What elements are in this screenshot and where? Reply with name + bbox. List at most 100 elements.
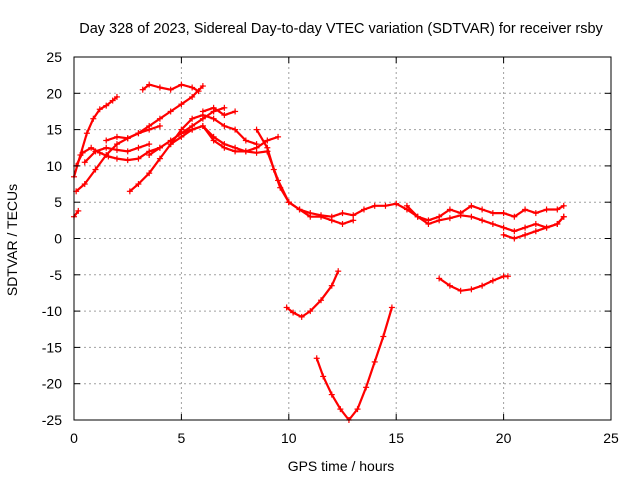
data-point	[92, 166, 99, 173]
data-series-s12	[199, 104, 239, 119]
data-point	[156, 155, 163, 162]
series-line	[405, 204, 565, 233]
data-point	[560, 213, 567, 220]
data-point	[363, 384, 370, 391]
data-point	[436, 217, 443, 224]
data-point	[313, 355, 320, 362]
data-point	[318, 297, 325, 304]
data-point	[178, 81, 185, 88]
data-point	[468, 286, 475, 293]
data-point	[457, 212, 464, 219]
data-point	[113, 133, 120, 140]
data-point	[479, 282, 486, 289]
series-line	[201, 106, 237, 117]
y-tick-label: -20	[42, 376, 62, 392]
y-tick-label: 5	[54, 194, 62, 210]
data-point	[199, 115, 206, 122]
data-point	[328, 282, 335, 289]
data-point	[146, 170, 153, 177]
x-axis-label: GPS time / hours	[288, 458, 395, 474]
data-point	[139, 86, 146, 93]
data-point	[504, 273, 511, 280]
data-series-s17	[283, 268, 342, 320]
data-point	[113, 155, 120, 162]
data-point	[88, 144, 95, 151]
data-point	[79, 149, 86, 156]
y-tick-label: -10	[42, 303, 62, 319]
data-point	[522, 224, 529, 231]
data-point	[126, 188, 133, 195]
data-series-s7	[139, 81, 202, 95]
x-tick-label: 10	[281, 430, 297, 446]
data-point	[83, 130, 90, 137]
data-point	[210, 137, 217, 144]
data-point	[290, 309, 297, 316]
data-point	[489, 220, 496, 227]
data-point	[275, 177, 282, 184]
data-point	[489, 277, 496, 284]
y-tick-label: -5	[50, 267, 63, 283]
data-point	[350, 217, 357, 224]
data-series-s16	[500, 213, 567, 242]
data-point	[414, 213, 421, 220]
data-point	[189, 84, 196, 91]
data-point	[532, 210, 539, 217]
data-point	[350, 212, 357, 219]
data-point	[522, 206, 529, 213]
data-point	[560, 202, 567, 209]
data-point	[189, 93, 196, 100]
data-point	[500, 231, 507, 238]
data-point	[96, 106, 103, 113]
data-point	[156, 144, 163, 151]
series-line	[105, 84, 204, 142]
data-point	[103, 144, 110, 151]
data-series-s18	[313, 304, 395, 423]
data-point	[199, 108, 206, 115]
data-point	[318, 213, 325, 220]
data-point	[92, 148, 99, 155]
series-layer	[71, 81, 567, 423]
data-point	[189, 115, 196, 122]
data-point	[232, 148, 239, 155]
x-tick-label: 0	[70, 430, 78, 446]
data-point	[124, 135, 131, 142]
data-point	[554, 220, 561, 227]
data-point	[446, 215, 453, 222]
data-point	[221, 144, 228, 151]
data-point	[425, 220, 432, 227]
y-tick-label: -25	[42, 412, 62, 428]
data-point	[380, 333, 387, 340]
series-line	[72, 209, 80, 218]
series-line	[72, 95, 119, 178]
data-point	[135, 130, 142, 137]
y-tick-label: 20	[46, 85, 62, 101]
data-point	[146, 141, 153, 148]
data-point	[210, 104, 217, 111]
data-point	[275, 133, 282, 140]
data-point	[81, 181, 88, 188]
data-point	[156, 122, 163, 129]
data-point	[543, 206, 550, 213]
data-point	[522, 231, 529, 238]
data-point	[446, 206, 453, 213]
data-point	[296, 206, 303, 213]
data-point	[511, 213, 518, 220]
data-point	[210, 115, 217, 122]
data-point	[103, 152, 110, 159]
series-line	[502, 215, 565, 240]
data-point	[285, 199, 292, 206]
data-point	[337, 406, 344, 413]
data-point	[113, 141, 120, 148]
series-line	[438, 275, 509, 292]
x-tick-label: 25	[603, 430, 619, 446]
data-point	[253, 126, 260, 133]
data-point	[388, 304, 395, 311]
data-series-s5	[81, 141, 153, 166]
y-tick-label: 15	[46, 122, 62, 138]
data-point	[156, 84, 163, 91]
data-point	[167, 108, 174, 115]
data-point	[360, 206, 367, 213]
data-point	[479, 217, 486, 224]
data-point	[232, 108, 239, 115]
series-line	[285, 270, 340, 318]
